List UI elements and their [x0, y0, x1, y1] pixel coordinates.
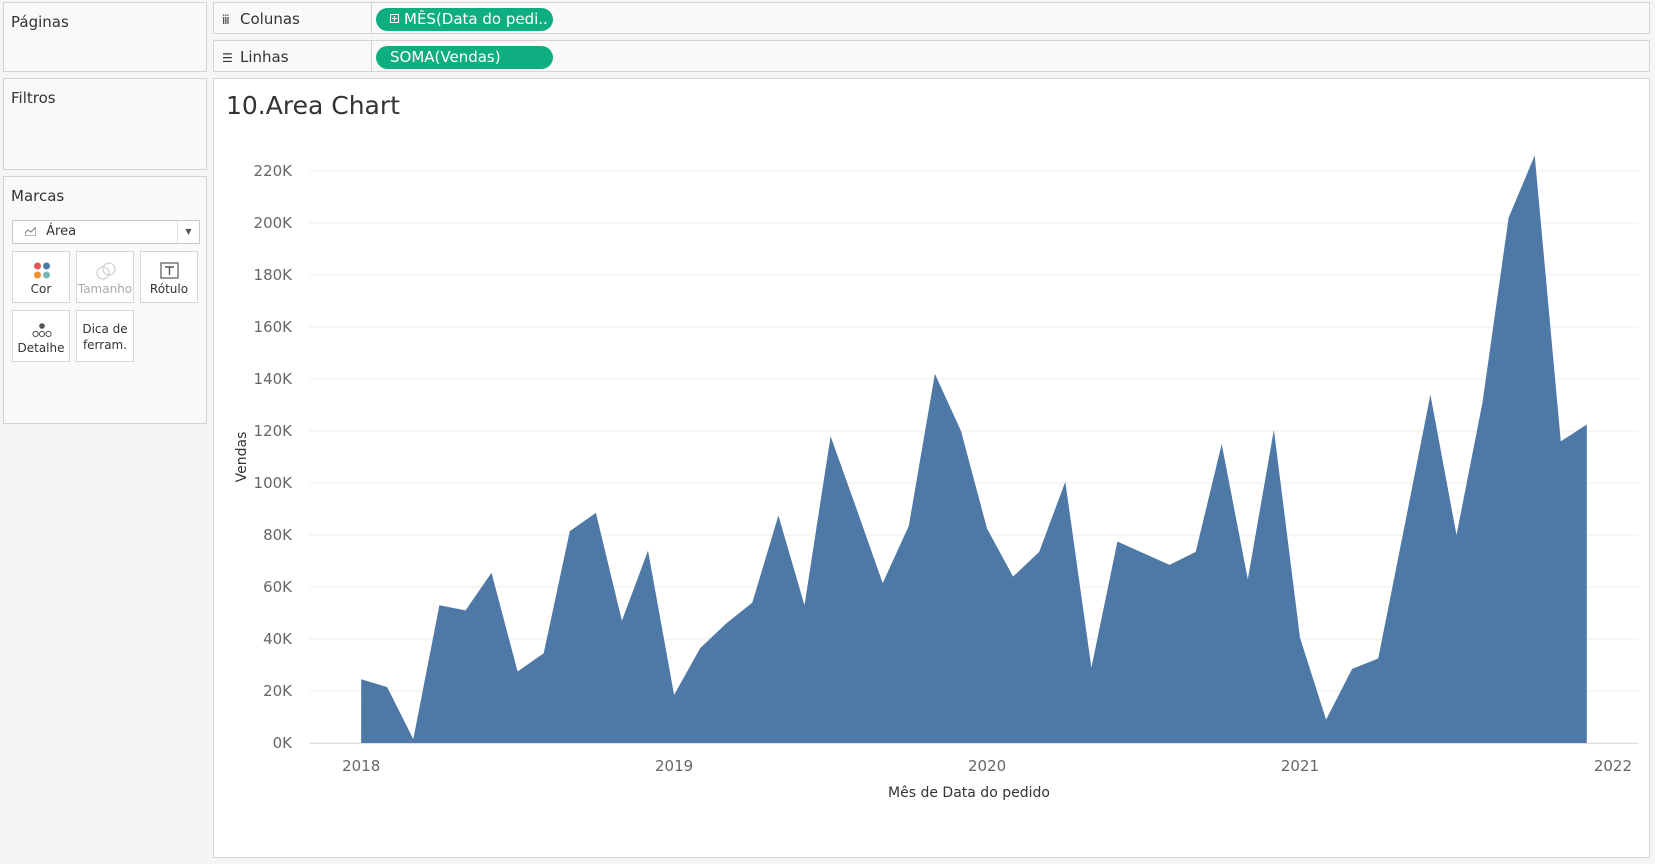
- view-canvas: 10.Area Chart 0K 20K 40K 60K 80K 100K 120K 140K…: [213, 78, 1650, 858]
- x-tick-label: 2019: [655, 757, 693, 775]
- columns-shelf-title: ⅲ Colunas: [222, 10, 300, 28]
- columns-pill[interactable]: MÊS(Data do pedi..: [376, 8, 553, 31]
- filters-card[interactable]: Filtros: [3, 78, 207, 170]
- expand-plus-icon[interactable]: [390, 14, 399, 23]
- x-tick-label: 2018: [342, 757, 380, 775]
- size-button-label: Tamanho: [77, 282, 133, 296]
- rows-icon: ☰: [222, 51, 233, 65]
- y-tick-label: 80K: [263, 526, 293, 544]
- shelf-divider: [371, 3, 372, 33]
- label-button[interactable]: Rótulo: [140, 251, 198, 303]
- tooltip-button-label: Dica de ferram.: [82, 322, 128, 352]
- y-axis-title: Vendas: [234, 432, 250, 483]
- columns-shelf[interactable]: ⅲ Colunas MÊS(Data do pedi..: [213, 2, 1650, 34]
- color-dots-icon: [34, 262, 50, 279]
- shelf-divider: [371, 41, 372, 71]
- y-tick-label: 100K: [254, 474, 294, 492]
- y-tick-label: 0K: [273, 734, 294, 752]
- rows-shelf-title: ☰ Linhas: [222, 48, 289, 66]
- detail-button[interactable]: Detalhe: [12, 310, 70, 362]
- detail-dots-icon: [32, 323, 52, 338]
- pages-card-title: Páginas: [11, 13, 69, 31]
- x-tick-label: 2022: [1594, 757, 1632, 775]
- y-tick-label: 200K: [254, 214, 294, 232]
- mark-type-label: Área: [46, 224, 77, 239]
- marks-card: Marcas Área ▼ Cor Tamanho Rótulo: [3, 176, 207, 424]
- y-tick-label: 120K: [254, 422, 294, 440]
- columns-pill-label: MÊS(Data do pedi..: [404, 10, 548, 28]
- size-button[interactable]: Tamanho: [76, 251, 134, 303]
- pages-card[interactable]: Páginas: [3, 2, 207, 72]
- rows-pill[interactable]: SOMA(Vendas): [376, 46, 553, 69]
- y-tick-label: 40K: [263, 630, 293, 648]
- x-axis-title: Mês de Data do pedido: [888, 785, 1050, 801]
- columns-icon: ⅲ: [222, 13, 230, 27]
- area-chart: 0K 20K 40K 60K 80K 100K 120K 140K 160K 180K 200K 22…: [234, 155, 1639, 801]
- color-button[interactable]: Cor: [12, 251, 70, 303]
- y-tick-label: 20K: [263, 682, 293, 700]
- filters-card-title: Filtros: [11, 89, 56, 107]
- y-tick-label: 220K: [254, 162, 294, 180]
- mark-type-dropdown[interactable]: Área ▼: [12, 220, 200, 244]
- rows-pill-label: SOMA(Vendas): [390, 48, 501, 66]
- text-label-icon: [160, 262, 179, 279]
- sheet-title: 10.Area Chart: [226, 91, 400, 120]
- detail-button-label: Detalhe: [17, 341, 65, 355]
- sales-area[interactable]: [361, 155, 1587, 743]
- area-chart-icon: [25, 227, 36, 236]
- y-tick-label: 140K: [254, 370, 294, 388]
- rows-shelf[interactable]: ☰ Linhas SOMA(Vendas): [213, 40, 1650, 72]
- x-tick-label: 2021: [1281, 757, 1319, 775]
- chevron-down-icon[interactable]: ▼: [177, 221, 199, 243]
- marks-card-title: Marcas: [11, 187, 65, 205]
- tooltip-button[interactable]: Dica de ferram.: [76, 310, 134, 362]
- rows-shelf-label: Linhas: [240, 48, 289, 66]
- y-tick-label: 160K: [254, 318, 294, 336]
- y-tick-label: 180K: [254, 266, 294, 284]
- x-tick-label: 2020: [968, 757, 1006, 775]
- size-circles-icon: [96, 262, 116, 280]
- y-tick-label: 60K: [263, 578, 293, 596]
- columns-shelf-label: Colunas: [240, 10, 300, 28]
- label-button-label: Rótulo: [149, 282, 189, 296]
- color-button-label: Cor: [30, 282, 52, 296]
